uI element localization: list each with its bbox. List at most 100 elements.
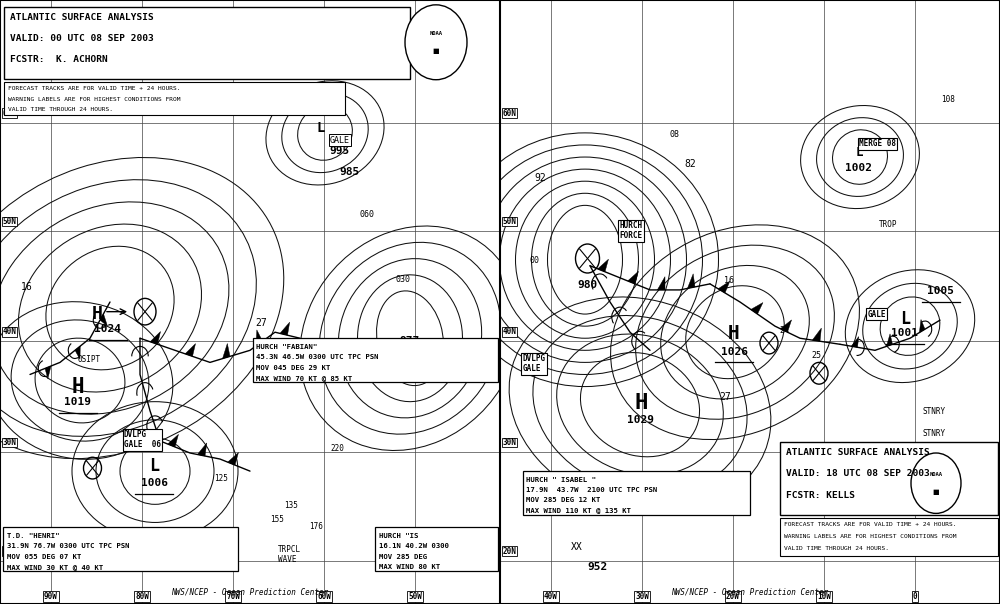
Bar: [4, 7, 410, 79]
Text: MAX WIND 110 KT @ 135 KT: MAX WIND 110 KT @ 135 KT: [526, 507, 632, 513]
Polygon shape: [223, 344, 230, 359]
Text: 82: 82: [684, 159, 696, 169]
Text: 50N: 50N: [503, 217, 516, 226]
Text: 30W: 30W: [635, 592, 649, 601]
Polygon shape: [687, 274, 695, 289]
Text: 80W: 80W: [135, 592, 149, 601]
Text: MAX WIND 80 KT: MAX WIND 80 KT: [379, 564, 440, 570]
Text: NOAA: NOAA: [930, 472, 942, 477]
Text: DVLPG
GALE  06: DVLPG GALE 06: [124, 430, 161, 449]
Text: 0: 0: [913, 592, 917, 601]
Text: 176: 176: [309, 522, 323, 531]
Text: MOV 045 DEG 29 KT: MOV 045 DEG 29 KT: [256, 364, 331, 370]
Text: MOV 285 DEG 12 KT: MOV 285 DEG 12 KT: [526, 497, 601, 503]
Text: NWS/NCEP - Ocean Prediction Center: NWS/NCEP - Ocean Prediction Center: [171, 588, 329, 597]
Text: 030: 030: [395, 275, 410, 283]
Text: MERGE 08: MERGE 08: [859, 140, 896, 148]
Text: 25: 25: [811, 351, 821, 359]
Text: TROP: TROP: [879, 220, 898, 229]
Polygon shape: [197, 443, 207, 456]
Text: 125: 125: [214, 474, 228, 483]
Text: VALID: 00 UTC 08 SEP 2003: VALID: 00 UTC 08 SEP 2003: [10, 34, 154, 43]
Text: 90W: 90W: [44, 592, 58, 601]
Text: HURCH "FABIAN": HURCH "FABIAN": [256, 344, 318, 350]
Text: 50N: 50N: [2, 217, 16, 226]
Text: GALE: GALE: [330, 136, 350, 144]
Text: L: L: [900, 310, 910, 328]
Text: 1019: 1019: [64, 397, 91, 406]
Text: VALID: 18 UTC 08 SEP 2003: VALID: 18 UTC 08 SEP 2003: [786, 469, 930, 478]
Text: 92: 92: [534, 173, 546, 183]
Text: 980: 980: [577, 280, 598, 290]
Text: GALE: GALE: [868, 310, 886, 318]
Text: 60N: 60N: [503, 109, 516, 118]
Text: 40N: 40N: [503, 327, 516, 336]
Text: 145: 145: [275, 353, 289, 362]
Text: 27: 27: [255, 318, 267, 328]
Polygon shape: [628, 271, 638, 284]
Text: 1006: 1006: [140, 478, 168, 488]
Polygon shape: [45, 366, 51, 379]
Text: 40W: 40W: [544, 592, 558, 601]
Polygon shape: [168, 434, 178, 447]
Text: 20N: 20N: [503, 547, 516, 556]
Text: 30N: 30N: [2, 438, 16, 447]
Polygon shape: [256, 330, 262, 346]
Text: WARNING LABELS ARE FOR HIGHEST CONDITIONS FROM: WARNING LABELS ARE FOR HIGHEST CONDITION…: [784, 535, 956, 539]
Text: L: L: [149, 457, 159, 475]
Text: L: L: [317, 121, 325, 135]
Polygon shape: [851, 336, 859, 347]
Polygon shape: [657, 277, 665, 290]
Text: ATLANTIC SURFACE ANALYSIS: ATLANTIC SURFACE ANALYSIS: [10, 13, 154, 22]
Text: ■: ■: [433, 48, 439, 54]
Text: 70W: 70W: [226, 592, 240, 601]
Bar: [252, 338, 498, 382]
Text: 135: 135: [284, 501, 298, 510]
Polygon shape: [598, 259, 608, 272]
Text: ATLANTIC SURFACE ANALYSIS: ATLANTIC SURFACE ANALYSIS: [786, 448, 930, 457]
Text: 30N: 30N: [503, 438, 516, 447]
Text: OSIPT: OSIPT: [78, 355, 101, 364]
Text: HURCH
FORCE: HURCH FORCE: [619, 221, 642, 240]
Polygon shape: [100, 314, 107, 326]
Text: 45.3N 46.5W 0300 UTC TPC PSN: 45.3N 46.5W 0300 UTC TPC PSN: [256, 355, 379, 361]
Text: 1026: 1026: [720, 347, 748, 356]
Polygon shape: [228, 452, 238, 465]
Text: 17.9N  43.7W  2100 UTC TPC PSN: 17.9N 43.7W 2100 UTC TPC PSN: [526, 487, 658, 493]
Text: HURCH " ISABEL ": HURCH " ISABEL ": [526, 477, 596, 483]
Text: 995: 995: [330, 146, 350, 156]
Text: STNRY: STNRY: [922, 429, 946, 438]
Text: 27: 27: [719, 393, 731, 402]
Text: MOV 285 DEG: MOV 285 DEG: [379, 553, 427, 559]
Polygon shape: [751, 303, 763, 314]
Circle shape: [911, 453, 961, 513]
Text: 985: 985: [340, 167, 360, 177]
Text: STNRY: STNRY: [922, 408, 946, 416]
Text: MAX WIND 30 KT @ 40 KT: MAX WIND 30 KT @ 40 KT: [7, 564, 103, 570]
Text: 155: 155: [283, 373, 296, 382]
Text: XX: XX: [571, 542, 583, 551]
Text: 977: 977: [400, 336, 420, 346]
Text: 31.9N 76.7W 0300 UTC TPC PSN: 31.9N 76.7W 0300 UTC TPC PSN: [7, 544, 129, 550]
Text: 20N: 20N: [2, 547, 16, 556]
Text: VALID TIME THROUGH 24 HOURS.: VALID TIME THROUGH 24 HOURS.: [784, 546, 889, 551]
Text: DVLPG
GALE: DVLPG GALE: [522, 354, 546, 373]
Text: H: H: [728, 324, 740, 343]
Text: L: L: [926, 534, 934, 547]
Text: TRPCL
WAVE: TRPCL WAVE: [278, 545, 301, 564]
Polygon shape: [718, 281, 730, 293]
Text: FORECAST TRACKS ARE FOR VALID TIME + 24 HOURS.: FORECAST TRACKS ARE FOR VALID TIME + 24 …: [784, 522, 956, 527]
Text: 220: 220: [330, 444, 344, 452]
Text: 08: 08: [669, 130, 679, 138]
Text: 60N: 60N: [2, 109, 16, 118]
Text: 108: 108: [941, 95, 955, 104]
Bar: [522, 471, 750, 515]
Text: H: H: [92, 305, 103, 323]
Text: 60W: 60W: [317, 592, 331, 601]
Text: VALID TIME THROUGH 24 HOURS.: VALID TIME THROUGH 24 HOURS.: [8, 107, 113, 112]
Text: 16: 16: [21, 282, 33, 292]
Polygon shape: [280, 322, 290, 335]
Bar: [375, 527, 498, 571]
Text: H: H: [71, 376, 84, 397]
Text: FORECAST TRACKS ARE FOR VALID TIME + 24 HOURS.: FORECAST TRACKS ARE FOR VALID TIME + 24 …: [8, 86, 180, 91]
